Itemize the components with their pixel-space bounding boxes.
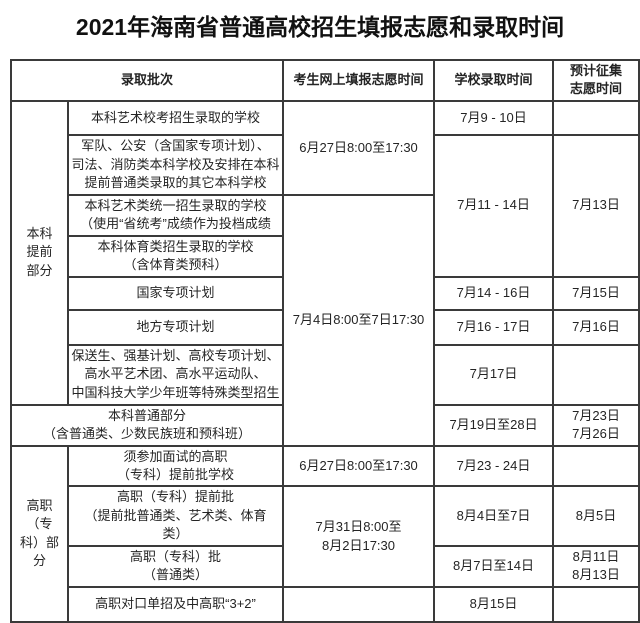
empty-cell [552, 585, 640, 623]
page-title: 2021年海南省普通高校招生填报志愿和录取时间 [75, 14, 565, 40]
admit-time-cell: 7月11 - 14日 [433, 133, 555, 278]
table-row: 军队、公安（含国家专项计划）、 司法、消防类本科学校及安排在本科 提前普通类录取… [11, 133, 640, 278]
fill-time-cell: 6月27日8:00至17:30 [282, 444, 436, 488]
collect-time-cell: 8月11日 8月13日 [552, 544, 640, 588]
collect-time-cell: 7月23日 7月26日 [552, 403, 640, 447]
table-row: 国家专项计划 7月14 - 16日 7月15日 [11, 275, 640, 311]
admit-time-cell: 7月9 - 10日 [433, 99, 555, 136]
batch-cell: 高职（专科）批 （普通类） [66, 544, 285, 588]
table-row: 高职对口单招及中高职“3+2” 8月15日 [11, 585, 640, 623]
fill-time-cell: 7月31日8:00至 8月2日17:30 [282, 485, 436, 588]
header-collect-time: 预计征集 志愿时间 [552, 58, 640, 102]
header-admit-time: 学校录取时间 [433, 58, 555, 102]
table-row: 本科体育类招生录取的学校 （含体育类预科） [11, 234, 639, 278]
admit-time-cell: 7月17日 [433, 343, 555, 406]
empty-cell [552, 343, 640, 406]
batch-cell: 本科普通部分 （含普通类、少数民族班和预科班） [9, 403, 285, 447]
batch-cell: 本科艺术校考招生录取的学校 [66, 99, 285, 136]
table-row: 地方专项计划 7月16 - 17日 7月16日 [11, 308, 640, 346]
batch-cell: 地方专项计划 [66, 308, 285, 346]
batch-cell: 高职（专科）提前批 （提前批普通类、艺术类、体育 类） [66, 485, 285, 547]
admit-time-cell: 7月23 - 24日 [433, 444, 555, 488]
collect-time-cell: 7月13日 [552, 133, 640, 278]
header-batch: 录取批次 [9, 58, 285, 102]
batch-cell: 保送生、强基计划、高校专项计划、 高水平艺术团、高水平运动队、 中国科技大学少年… [66, 343, 285, 406]
batch-cell: 军队、公安（含国家专项计划）、 司法、消防类本科学校及安排在本科 提前普通类录取… [66, 133, 285, 196]
admit-time-cell: 8月4日至7日 [433, 485, 555, 547]
batch-cell: 须参加面试的高职 （专科）提前批学校 [66, 444, 285, 488]
collect-time-cell: 8月5日 [552, 485, 640, 547]
admit-time-cell: 8月7日至14日 [433, 544, 555, 588]
fill-time-cell: 6月27日8:00至17:30 [282, 99, 436, 196]
table-row: 高职（专科）提前批 （提前批普通类、艺术类、体育 类） 7月31日8:00至 8… [11, 485, 640, 588]
table-row: 本科 提前 部分 本科艺术校考招生录取的学校 6月27日8:00至17:30 7… [10, 99, 640, 406]
fill-time-cell: 7月4日8:00至7日17:30 [282, 193, 436, 447]
batch-cell: 国家专项计划 [66, 275, 285, 311]
admission-schedule-table: 录取批次 考生网上填报志愿时间 学校录取时间 预计征集 志愿时间 本科 提前 部… [9, 58, 640, 623]
admit-time-cell: 7月16 - 17日 [433, 308, 555, 346]
header-row: 录取批次 考生网上填报志愿时间 学校录取时间 预计征集 志愿时间 [9, 58, 640, 102]
header-fill-time: 考生网上填报志愿时间 [282, 58, 436, 102]
table-row: 本科普通部分 （含普通类、少数民族班和预科班） 7月19日至28日 7月23日 … [9, 403, 640, 447]
collect-time-cell: 7月15日 [552, 275, 640, 311]
batch-cell: 本科艺术类统一招生录取的学校 （使用“省统考”成绩作为投档成绩 [66, 193, 285, 237]
table-row: 本科艺术类统一招生录取的学校 （使用“省统考”成绩作为投档成绩 7月4日8:00… [11, 193, 639, 447]
group-label-vocational: 高职 （专 科）部 分 [10, 444, 69, 623]
admit-time-cell: 7月19日至28日 [433, 403, 555, 447]
collect-time-cell: 7月16日 [552, 308, 640, 346]
empty-cell [552, 99, 640, 136]
table-row: 保送生、强基计划、高校专项计划、 高水平艺术团、高水平运动队、 中国科技大学少年… [11, 343, 640, 406]
empty-cell [282, 585, 436, 623]
batch-cell: 本科体育类招生录取的学校 （含体育类预科） [66, 234, 285, 278]
admit-time-cell: 8月15日 [433, 585, 555, 623]
batch-cell: 高职对口单招及中高职“3+2” [66, 585, 285, 623]
table-row: 高职（专科）批 （普通类） 8月7日至14日 8月11日 8月13日 [11, 544, 640, 588]
group-label-undergraduate-early: 本科 提前 部分 [10, 99, 69, 406]
admit-time-cell: 7月14 - 16日 [433, 275, 555, 311]
table-row: 高职 （专 科）部 分 须参加面试的高职 （专科）提前批学校 6月27日8:00… [10, 444, 640, 623]
empty-cell [552, 444, 640, 488]
